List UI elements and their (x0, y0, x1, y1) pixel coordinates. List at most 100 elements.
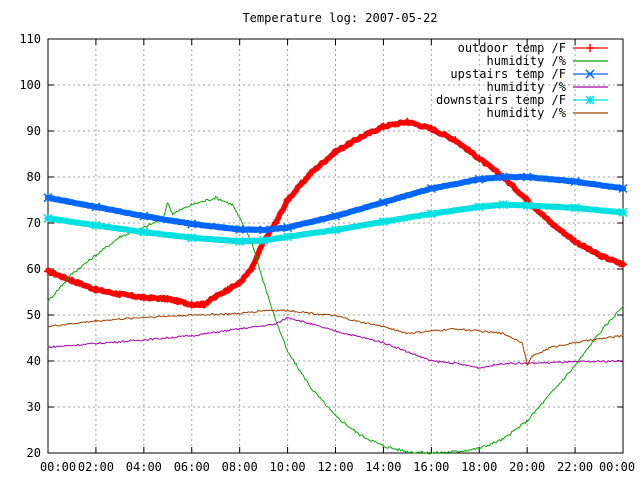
series-point-marker (571, 237, 580, 246)
series-point-marker (235, 278, 244, 287)
series-point-marker (474, 202, 484, 212)
x-tick-label: 04:00 (126, 460, 162, 474)
series-point-marker (259, 225, 269, 235)
series-point-marker (570, 177, 580, 187)
series-point-marker (403, 117, 412, 126)
x-tick-label: 14:00 (365, 460, 401, 474)
series-point-marker (451, 136, 460, 145)
series-point-marker (595, 251, 604, 260)
x-tick-label: 00:00 (40, 460, 76, 474)
series-point-marker (223, 285, 232, 294)
series-point-marker (426, 183, 436, 194)
series-point-marker (235, 224, 245, 234)
series-point-marker (331, 147, 340, 156)
series-point-marker (307, 168, 316, 177)
series-point-marker (139, 227, 149, 237)
series-point-marker (547, 219, 556, 227)
x-tick-label: 10:00 (270, 460, 306, 474)
legend-marker (586, 44, 594, 52)
legend-marker (585, 69, 595, 79)
series-point-marker (427, 124, 436, 133)
series-point-marker (618, 207, 628, 217)
series-point-marker (199, 300, 208, 309)
series-point-marker (498, 200, 508, 210)
series-point-marker (474, 174, 484, 184)
y-tick-label: 110 (19, 32, 41, 46)
series-point-marker (379, 122, 388, 131)
series-point-marker (187, 233, 197, 243)
legend-entry: upstairs temp /F (450, 67, 608, 81)
x-tick-label: 20:00 (509, 460, 545, 474)
x-tick-label: 12:00 (317, 460, 353, 474)
series-point-marker (618, 183, 628, 194)
series-point-marker (378, 197, 388, 207)
legend-label: humidity /% (487, 80, 567, 94)
y-tick-label: 50 (27, 308, 41, 322)
series-point-marker (475, 154, 484, 163)
series-point-marker (570, 203, 580, 213)
legend-marker (585, 95, 595, 105)
y-tick-label: 70 (27, 216, 41, 230)
series-point-marker (91, 202, 101, 212)
series-point-marker (139, 211, 149, 221)
plot-frame (47, 38, 624, 454)
y-tick-label: 30 (27, 400, 41, 414)
series-point-marker (283, 223, 293, 233)
series-line (47, 196, 624, 455)
y-tick-label: 80 (27, 170, 41, 184)
series-point-marker (91, 285, 100, 294)
x-tick-label: 02:00 (78, 460, 114, 474)
x-tick-label: 16:00 (413, 460, 449, 474)
y-tick-label: 40 (27, 354, 41, 368)
y-tick-label: 60 (27, 262, 41, 276)
series-point-marker (619, 260, 627, 269)
series-point-marker (426, 209, 436, 219)
series-lines (43, 117, 628, 455)
series-point-marker (378, 217, 388, 227)
series-point-marker (330, 211, 341, 221)
legend-label: upstairs temp /F (450, 67, 566, 81)
series-point-marker (115, 290, 124, 299)
legend-entry: humidity /% (487, 80, 608, 94)
series-point-marker (522, 172, 532, 182)
series-point-marker (67, 276, 76, 285)
series-point-marker (187, 219, 197, 229)
legend-label: downstairs temp /F (436, 93, 566, 107)
series-point-marker (522, 200, 532, 211)
series-point-marker (43, 193, 53, 203)
legend-label: humidity /% (487, 106, 567, 120)
series-point-marker (187, 300, 196, 309)
grid-lines (48, 39, 623, 453)
legend-entry: downstairs temp /F (436, 93, 608, 107)
series-point-marker (259, 235, 269, 246)
y-tick-label: 100 (19, 78, 41, 92)
legend-entry: outdoor temp /F (458, 41, 608, 55)
legend-label: outdoor temp /F (458, 41, 566, 55)
legend-entry: humidity /% (487, 54, 608, 68)
series-point-marker (247, 265, 256, 273)
x-tick-label: 18:00 (461, 460, 497, 474)
series-point-marker (283, 196, 292, 204)
series-point-marker (163, 294, 172, 303)
series-point-marker (139, 293, 148, 302)
series-line (47, 309, 624, 366)
series-point-marker (355, 133, 364, 142)
y-tick-label: 20 (27, 446, 41, 460)
x-tick-label: 22:00 (557, 460, 593, 474)
legend-label: humidity /% (487, 54, 567, 68)
x-tick-label: 00:00 (599, 460, 635, 474)
series-point-marker (330, 225, 341, 235)
series-point-marker (283, 232, 293, 242)
series-point-marker (498, 172, 508, 182)
series-point-marker (44, 267, 52, 276)
x-tick-label: 08:00 (222, 460, 258, 474)
series-point-marker (43, 213, 53, 223)
y-tick-label: 90 (27, 124, 41, 138)
series-point-marker (211, 292, 220, 301)
series-point-marker (235, 236, 245, 246)
x-tick-label: 06:00 (174, 460, 210, 474)
legend-entry: humidity /% (487, 106, 608, 120)
